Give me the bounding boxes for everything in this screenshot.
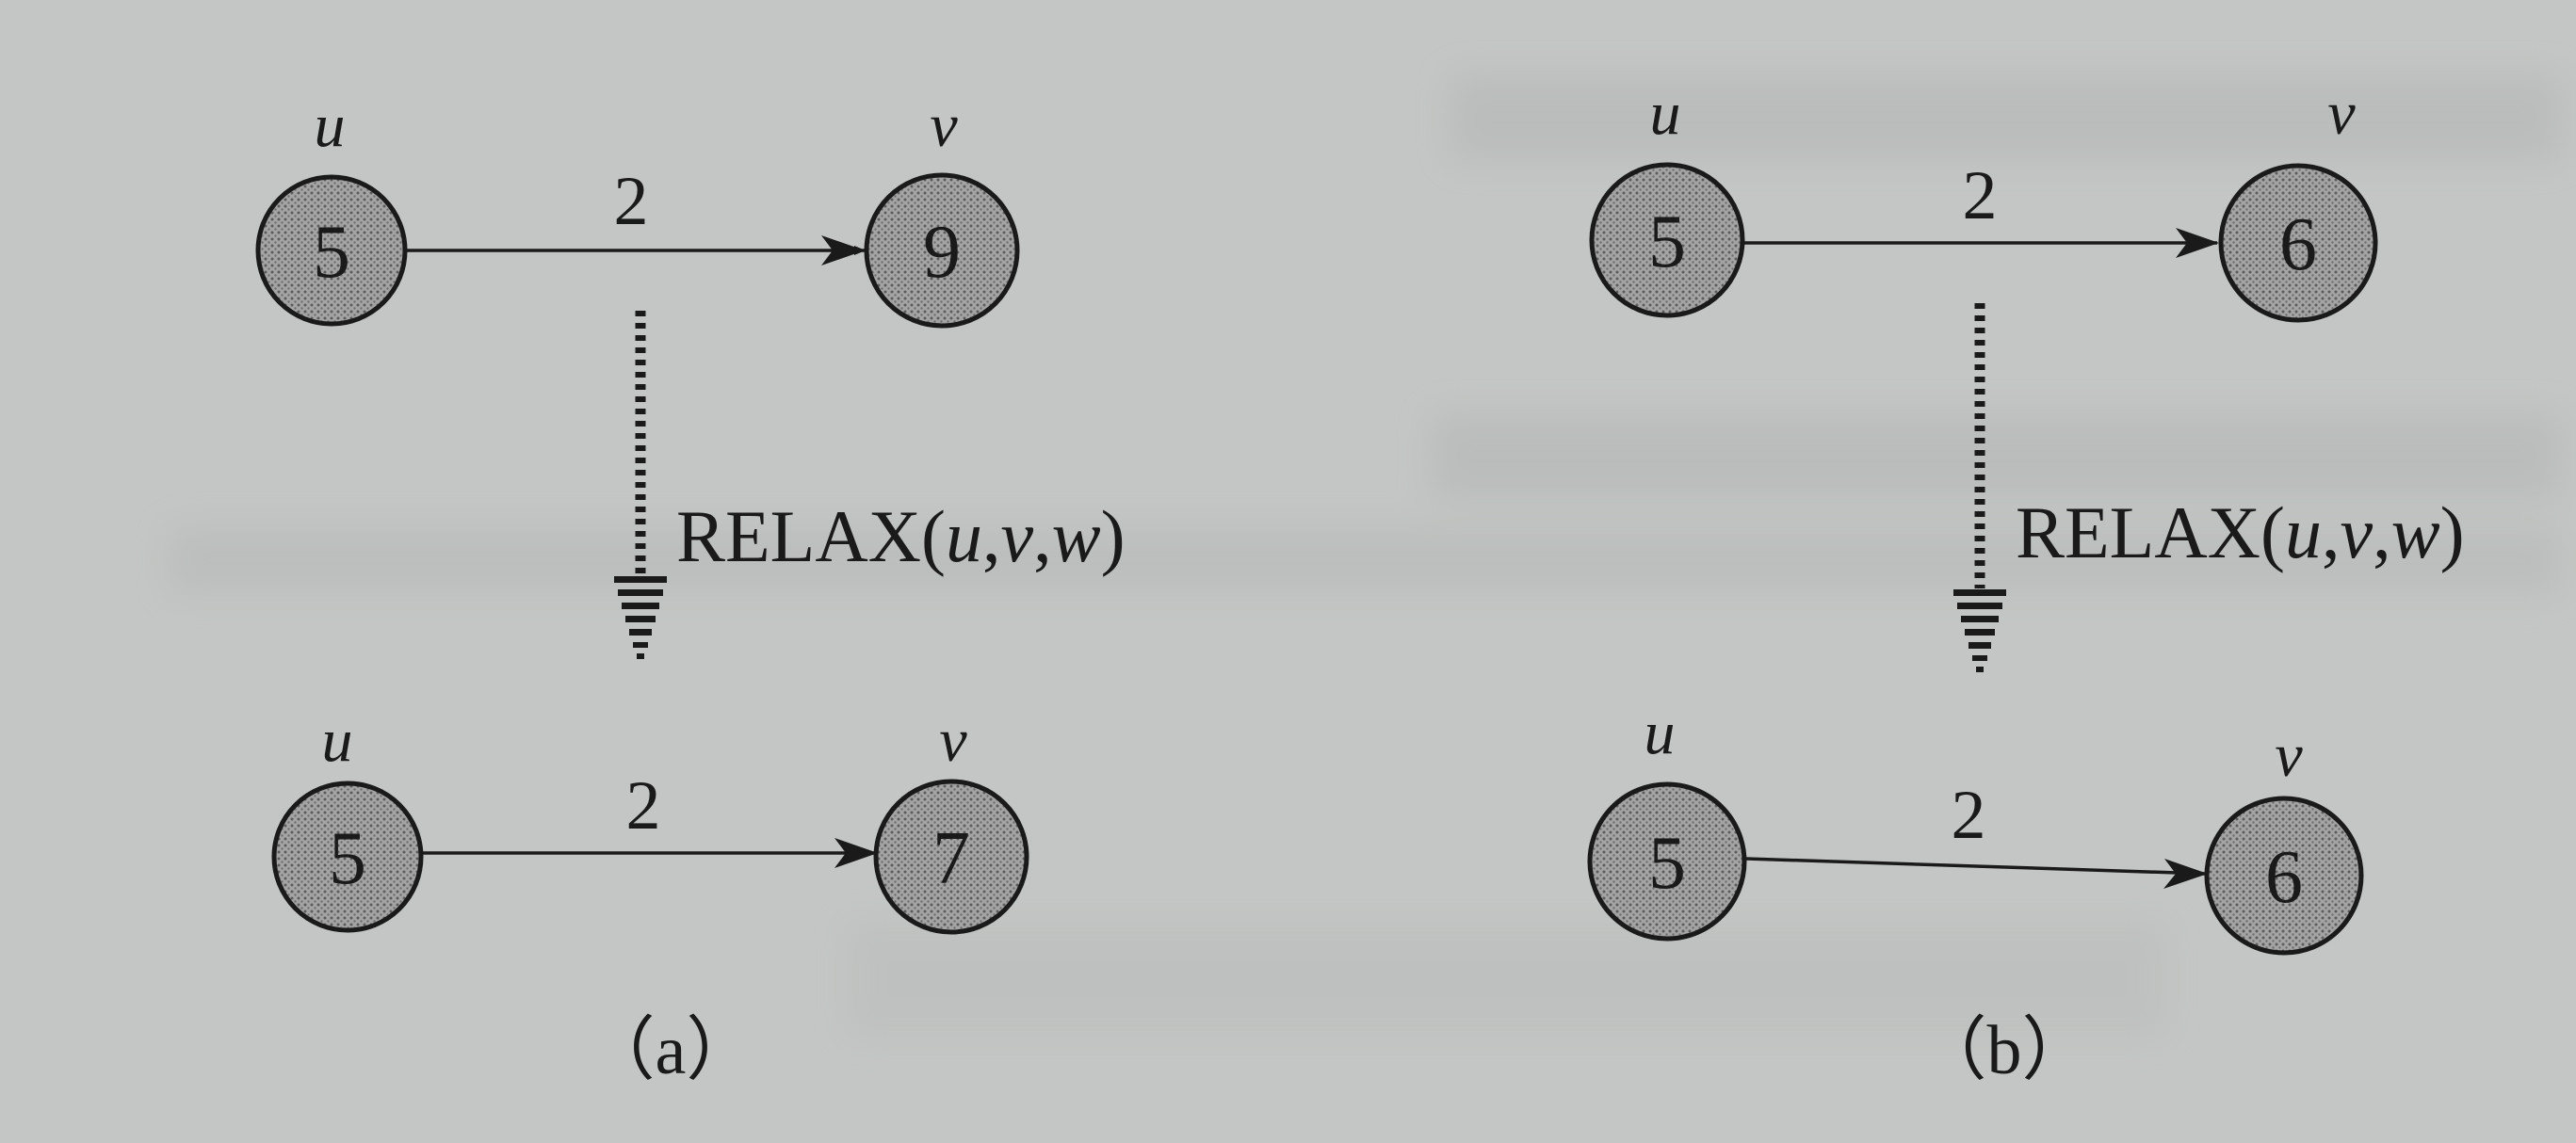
panel-b-after-u-node bbox=[1587, 781, 1747, 942]
panel-a-before-u-label: u bbox=[315, 91, 346, 160]
panel-a-before-weight: 2 bbox=[614, 163, 649, 240]
panel-b-after-arrowhead bbox=[2163, 859, 2208, 889]
panel-a-before-v-node bbox=[864, 172, 1020, 329]
panel-a-after-u-value: 5 bbox=[329, 817, 366, 900]
bleed-through-smudges bbox=[170, 75, 2562, 1036]
panel-a-after-v-value: 7 bbox=[932, 817, 970, 900]
panel-a-after-u-label: u bbox=[322, 706, 353, 775]
panel-b-relax-arg-w: w bbox=[2391, 491, 2440, 573]
panel-a-relax-name: RELAX bbox=[676, 495, 921, 577]
panel-a-after-v-node bbox=[873, 779, 1029, 935]
panel-b-relax-arrow: RELAX(u,v,w) bbox=[1953, 303, 2465, 672]
panel-a-relax-arg-u: u bbox=[946, 495, 982, 577]
panel-b-before-arrowhead bbox=[2176, 228, 2219, 258]
panel-b-before-u-value: 5 bbox=[1648, 201, 1686, 283]
panel-b-after-v-node bbox=[2204, 796, 2364, 956]
panel-b-after: u v 2 5 6 bbox=[1587, 699, 2364, 956]
panel-b-relax-arg-u: u bbox=[2285, 491, 2322, 573]
panel-b-relax-arg-v: v bbox=[2340, 491, 2373, 573]
panel-b-after-v-value: 6 bbox=[2265, 836, 2303, 919]
panel-a-before-u-node bbox=[255, 174, 408, 327]
panel-b-before-u-label: u bbox=[1650, 79, 1681, 148]
panel-b: u v 2 5 6 RELAX(u,v,w) bbox=[1587, 79, 2465, 1089]
panel-a-relax-head bbox=[614, 576, 667, 659]
panel-a-before-v-value: 9 bbox=[923, 211, 961, 294]
panel-b-before-v-node bbox=[2218, 163, 2378, 323]
panel-b-before-v-label: v bbox=[2327, 79, 2356, 148]
panel-b-before: u v 2 5 6 bbox=[1589, 79, 2378, 323]
panel-a-after-weight: 2 bbox=[626, 767, 661, 845]
panel-a-before-u-value: 5 bbox=[313, 211, 350, 294]
panel-b-after-v-label: v bbox=[2275, 721, 2303, 790]
panel-b-before-u-node bbox=[1589, 162, 1745, 318]
panel-a-after-u-node bbox=[271, 781, 424, 933]
panel-b-after-u-label: u bbox=[1644, 699, 1676, 767]
panel-a-relax-arg-v: v bbox=[1000, 495, 1033, 577]
panel-a-after-v-label: v bbox=[939, 706, 967, 775]
panel-b-relax-name: RELAX bbox=[2016, 491, 2260, 573]
panel-a-before-arrowhead bbox=[821, 235, 865, 266]
panel-b-relax-label: RELAX(u,v,w) bbox=[2016, 491, 2465, 573]
panel-b-before-weight: 2 bbox=[1963, 157, 1998, 234]
panel-a-before: u v 2 5 9 bbox=[255, 91, 1020, 329]
panel-b-before-v-value: 6 bbox=[2279, 203, 2317, 286]
panel-a: u v 2 5 9 RELAX(u,v,w) bbox=[255, 91, 1126, 1089]
panel-a-relax-arg-w: w bbox=[1052, 495, 1101, 577]
panel-b-after-edge bbox=[1745, 857, 2207, 876]
panel-b-relax-head bbox=[1953, 589, 2006, 672]
panel-a-relax-label: RELAX(u,v,w) bbox=[676, 495, 1126, 577]
panel-b-caption: （b） bbox=[1918, 1012, 2092, 1089]
panel-a-before-v-label: v bbox=[930, 91, 958, 160]
panel-a-after-arrowhead bbox=[834, 838, 878, 868]
panel-a-after: u v 2 5 7 bbox=[271, 706, 1029, 935]
panel-b-after-u-value: 5 bbox=[1648, 822, 1686, 905]
panel-a-caption: （a） bbox=[586, 1012, 756, 1089]
panel-b-after-weight: 2 bbox=[1952, 777, 1986, 854]
panel-a-relax-arrow: RELAX(u,v,w) bbox=[614, 311, 1126, 659]
